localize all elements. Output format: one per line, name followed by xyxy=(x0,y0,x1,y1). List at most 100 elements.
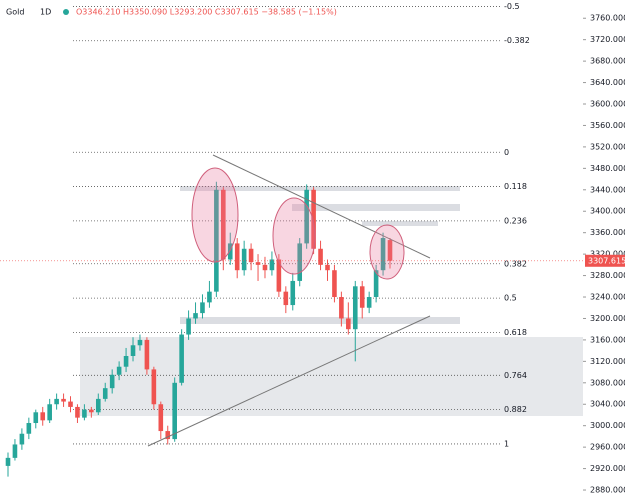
interval: 1D xyxy=(40,8,51,17)
candle-body xyxy=(123,355,129,367)
y-tick-label: 3720.000 xyxy=(590,35,625,44)
candle-body xyxy=(68,401,73,407)
candle-body xyxy=(234,243,240,271)
candle-body xyxy=(193,313,198,319)
zone xyxy=(292,204,460,211)
candle-body xyxy=(19,433,25,445)
candle-body xyxy=(346,318,351,330)
zone xyxy=(80,337,583,416)
candle-body xyxy=(339,297,344,319)
candle-body xyxy=(325,264,330,271)
fib-label: 0.618 xyxy=(504,328,527,337)
fib-label: -0.382 xyxy=(504,36,530,45)
candle-body xyxy=(33,412,39,424)
y-tick-label: 3280.000 xyxy=(590,271,625,280)
candle-body xyxy=(179,334,184,383)
candle-body xyxy=(207,291,212,303)
candle-body xyxy=(116,366,122,375)
candle-body xyxy=(12,444,18,458)
candle-group xyxy=(5,181,393,477)
candle-body xyxy=(283,291,289,306)
highlight xyxy=(191,167,239,263)
fib-label: 0.764 xyxy=(504,371,527,380)
fib-label: 1 xyxy=(504,439,509,448)
candle-body xyxy=(26,423,32,434)
candle-body xyxy=(109,374,115,389)
price-axis xyxy=(583,0,625,497)
y-tick-label: 3200.000 xyxy=(590,314,625,323)
y-tick-label: 3640.000 xyxy=(590,78,625,87)
y-tick-label: 3680.000 xyxy=(590,57,625,66)
candle-body xyxy=(248,248,254,263)
last-price-box xyxy=(585,254,625,267)
candle-body xyxy=(158,404,164,432)
candle-body xyxy=(214,189,219,292)
candle-body xyxy=(89,409,94,413)
zone xyxy=(362,221,438,226)
fib-group: -0.5 -0.382 0 0.118 0.236 0.382 0.5 0.618 0.764 0… xyxy=(73,2,530,448)
candle-body xyxy=(380,238,386,271)
candle-body xyxy=(352,286,358,330)
candle-body xyxy=(151,369,157,405)
candle-body xyxy=(95,398,101,413)
status-dot xyxy=(63,9,69,15)
y-tick-label: 3360.000 xyxy=(590,228,625,237)
fib-label: 0 xyxy=(504,148,509,157)
trend-line xyxy=(147,315,431,447)
candle-body xyxy=(75,406,80,418)
highlight xyxy=(272,197,316,275)
candle-body xyxy=(304,189,309,244)
y-tick-label: 3240.000 xyxy=(590,293,625,302)
candle-body xyxy=(5,457,11,466)
candle-body xyxy=(332,270,337,298)
y-tick-label: 2960.000 xyxy=(590,443,625,452)
fib-label: 0.882 xyxy=(504,405,527,414)
candle-body xyxy=(269,259,275,271)
candle-body xyxy=(172,382,177,440)
y-tick-label: 3320.000 xyxy=(590,250,625,259)
candle-body xyxy=(387,240,393,261)
y-tick-label: 3560.000 xyxy=(590,121,625,130)
candle-body xyxy=(130,345,136,356)
candle-body xyxy=(241,248,247,271)
candle-body xyxy=(366,297,372,308)
y-tick-label: 3440.000 xyxy=(590,185,625,194)
axis-group: 2880.000 2920.000 2960.000 3000.000 3040.000… xyxy=(0,14,625,495)
fib-label: 0.236 xyxy=(504,216,527,225)
y-tick-label: 2920.000 xyxy=(590,464,625,473)
candle-body xyxy=(373,270,379,298)
y-tick-label: 3760.000 xyxy=(590,14,625,23)
candle-body xyxy=(311,189,316,249)
y-tick-label: 3080.000 xyxy=(590,378,625,387)
candle-body xyxy=(297,243,303,281)
candle-body xyxy=(290,280,296,306)
candle-body xyxy=(47,404,52,421)
zone xyxy=(180,317,460,324)
y-tick-label: 2880.000 xyxy=(590,486,625,495)
symbol: Gold xyxy=(6,8,24,17)
y-tick-label: 3120.000 xyxy=(590,357,625,366)
y-tick-label: 3000.000 xyxy=(590,421,625,430)
y-tick-label: 3480.000 xyxy=(590,164,625,173)
candle-body xyxy=(40,412,46,421)
candle-body xyxy=(186,318,191,335)
trend-line xyxy=(212,154,431,259)
y-tick-label: 3040.000 xyxy=(590,400,625,409)
candle-body xyxy=(276,259,282,292)
candle-body xyxy=(82,409,87,418)
fib-label: 0.5 xyxy=(504,294,517,303)
candle-body xyxy=(165,431,171,440)
last-price-label: 3307.615 xyxy=(588,256,625,265)
candle-body xyxy=(61,398,66,402)
fib-label: 0.118 xyxy=(504,182,527,191)
zone xyxy=(180,186,460,191)
candle-body xyxy=(318,248,323,265)
ohlc-header: O3346.210 H3350.090 L3293.200 C3307.615 … xyxy=(76,8,337,17)
candle-body xyxy=(54,398,59,405)
candle-body xyxy=(221,189,226,260)
candle-body xyxy=(359,286,365,308)
candle-body xyxy=(102,388,108,399)
y-tick-label: 3520.000 xyxy=(590,142,625,151)
candle-body xyxy=(144,339,150,370)
